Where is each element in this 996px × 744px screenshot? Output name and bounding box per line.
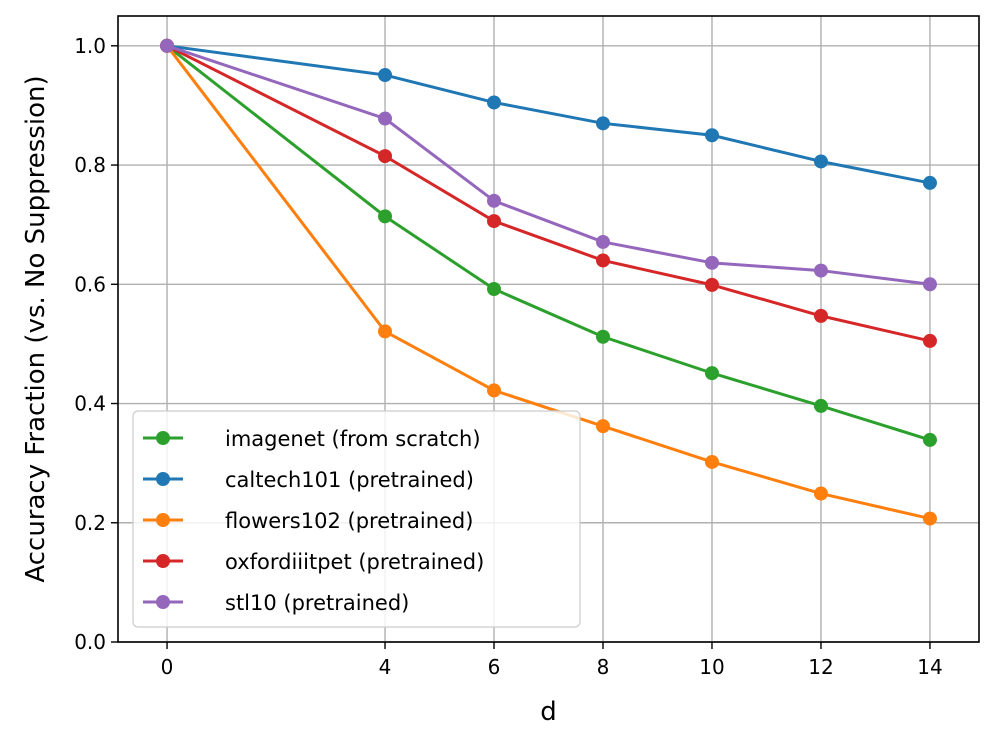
y-tick-label: 0.8 (74, 153, 106, 177)
data-point (487, 214, 502, 229)
data-point (704, 255, 719, 270)
legend-item: imagenet (from scratch) (143, 427, 481, 451)
data-point (487, 193, 502, 208)
data-point (595, 116, 610, 131)
legend-swatch-marker (156, 472, 170, 486)
x-tick-label: 0 (161, 655, 174, 679)
series-4 (160, 38, 937, 292)
x-tick-label: 14 (917, 655, 942, 679)
legend-swatch-marker (156, 431, 170, 445)
x-axis-label: d (540, 697, 557, 727)
axis-ticks: 0 4 6 8 10 12 14 0.0 0.2 0.4 0.6 0.8 1.0 (74, 34, 942, 679)
y-tick-label: 0.0 (74, 630, 106, 654)
data-point (378, 68, 393, 83)
legend-swatch-marker (156, 513, 170, 527)
data-point (704, 128, 719, 143)
series-0 (160, 38, 937, 447)
data-point (595, 329, 610, 344)
data-point (378, 209, 393, 224)
legend-item: caltech101 (pretrained) (143, 468, 474, 492)
x-tick-label: 4 (379, 655, 392, 679)
legend-item: flowers102 (pretrained) (143, 509, 473, 533)
data-point (922, 511, 937, 526)
legend-item: stl10 (pretrained) (143, 591, 409, 615)
legend-label: oxfordiiitpet (pretrained) (225, 550, 484, 574)
data-point (813, 263, 828, 278)
x-tick-label: 12 (808, 655, 833, 679)
data-point (487, 282, 502, 297)
data-point (378, 324, 393, 339)
x-tick-label: 10 (699, 655, 724, 679)
legend-label: caltech101 (pretrained) (225, 468, 474, 492)
data-point (595, 253, 610, 268)
data-point (922, 432, 937, 447)
data-point (813, 486, 828, 501)
y-tick-label: 0.6 (74, 272, 106, 296)
legend-swatch-marker (156, 595, 170, 609)
y-axis-label: Accuracy Fraction (vs. No Suppression) (21, 75, 51, 582)
data-point (813, 398, 828, 413)
data-point (922, 333, 937, 348)
data-point (378, 111, 393, 126)
data-point (160, 38, 175, 53)
series-layer (160, 38, 937, 526)
legend: imagenet (from scratch) caltech101 (pretr… (132, 410, 581, 628)
legend-swatch-marker (156, 554, 170, 568)
legend-label: stl10 (pretrained) (225, 591, 409, 615)
legend-item: oxfordiiitpet (pretrained) (143, 550, 484, 574)
legend-box (132, 410, 581, 628)
data-point (595, 234, 610, 249)
plot-frame (117, 15, 980, 643)
legend-label: flowers102 (pretrained) (225, 509, 473, 533)
data-point (704, 277, 719, 292)
data-point (922, 277, 937, 292)
data-point (813, 154, 828, 169)
data-point (487, 95, 502, 110)
y-tick-label: 0.2 (74, 511, 106, 535)
x-tick-label: 8 (597, 655, 610, 679)
data-point (704, 366, 719, 381)
x-tick-label: 6 (488, 655, 501, 679)
y-tick-label: 0.4 (74, 392, 106, 416)
series-3 (160, 38, 937, 348)
y-tick-label: 1.0 (74, 34, 106, 58)
legend-label: imagenet (from scratch) (225, 427, 481, 451)
data-point (378, 149, 393, 164)
data-point (595, 419, 610, 434)
series-1 (160, 38, 937, 190)
data-point (922, 175, 937, 190)
data-point (487, 383, 502, 398)
data-point (813, 308, 828, 323)
data-point (704, 454, 719, 469)
